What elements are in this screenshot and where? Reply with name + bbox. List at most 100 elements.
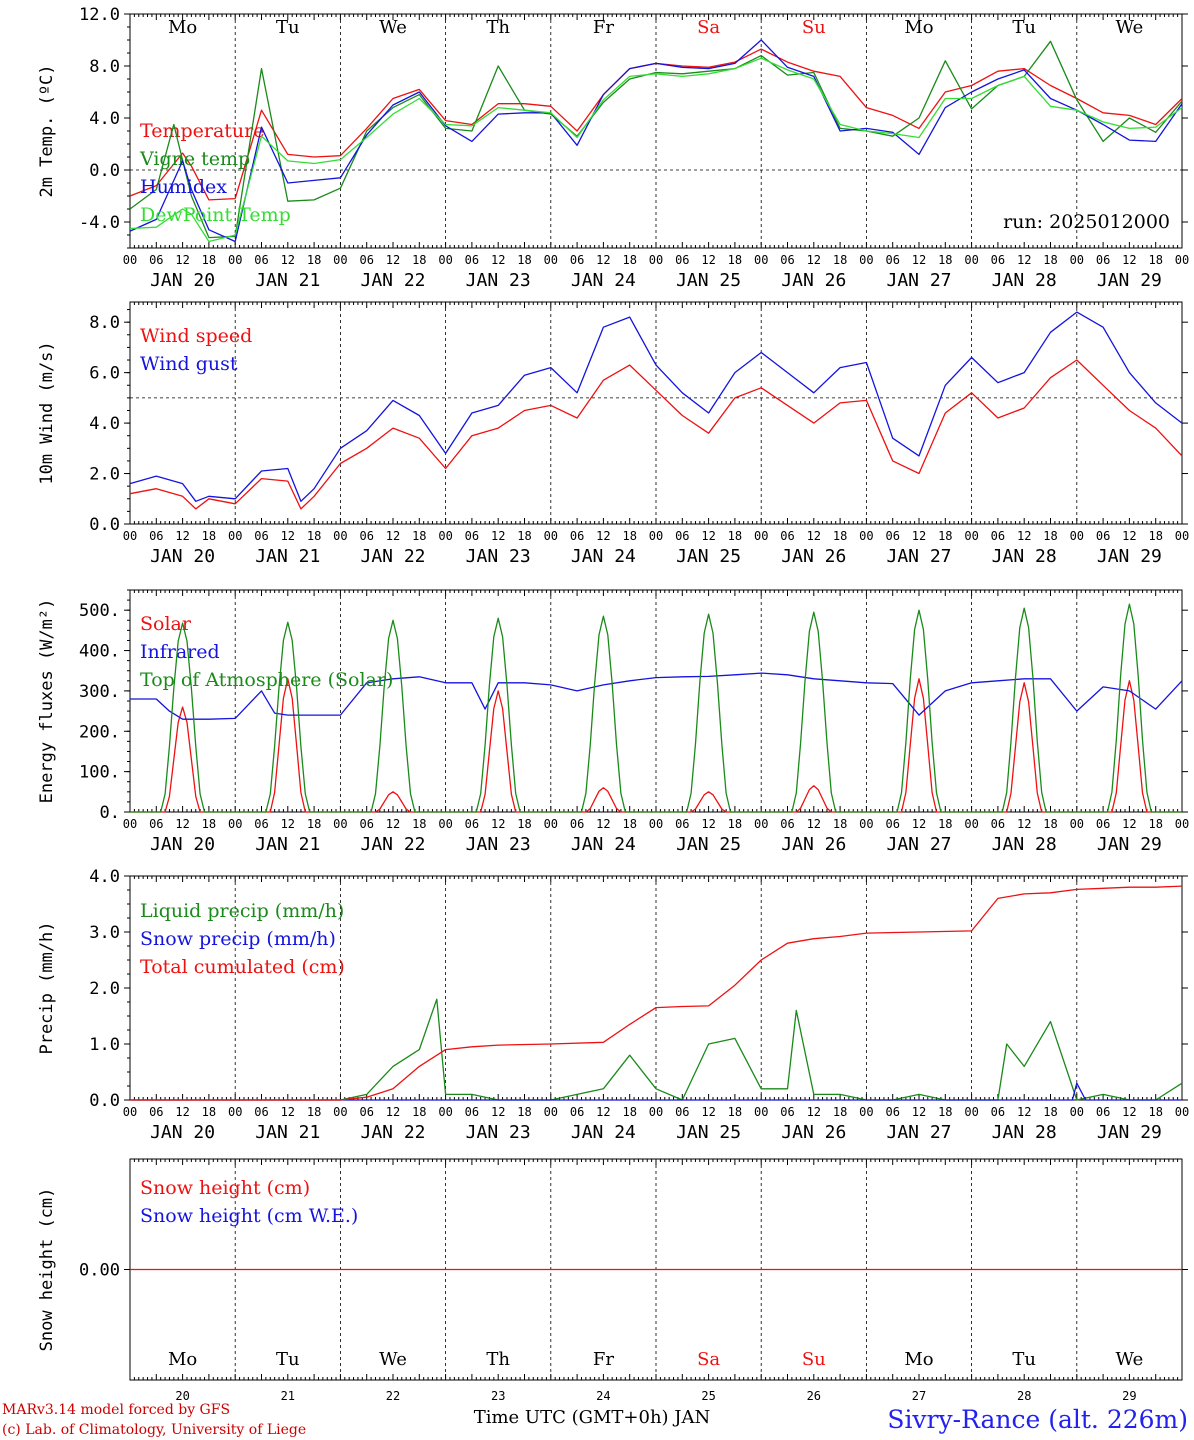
y-tick-label: 0.0: [89, 515, 120, 535]
hour-label: 12: [1122, 1105, 1136, 1119]
y-axis-title: Energy fluxes (W/m²): [37, 599, 57, 804]
hour-label: 06: [991, 1105, 1005, 1119]
hour-label: 06: [780, 253, 794, 267]
date-label: JAN 22: [360, 270, 425, 291]
series-precip-snow-precip-mm-h: [130, 1082, 1182, 1101]
date-label: JAN 26: [781, 270, 846, 291]
y-tick-label: 2.0: [89, 979, 120, 999]
y-axis-title: Precip (mm/h): [37, 921, 57, 1054]
day-name-label: We: [379, 1349, 407, 1370]
hour-label: 06: [570, 529, 584, 543]
hour-label: 12: [386, 253, 400, 267]
legend-entry: Humidex: [140, 176, 227, 198]
hour-label: 06: [465, 817, 479, 831]
series-temp-humidex: [129, 39, 1183, 243]
hour-label: 18: [517, 253, 531, 267]
hour-label: 00: [544, 1105, 558, 1119]
hour-label: 00: [964, 253, 978, 267]
date-label: JAN 20: [150, 1122, 215, 1143]
y-tick-label: 0.: [100, 803, 120, 823]
day-number-label: 21: [281, 1389, 295, 1403]
hour-label: 00: [123, 253, 137, 267]
legend-entry: Snow height (cm): [140, 1177, 310, 1199]
hour-label: 00: [754, 1105, 768, 1119]
hour-label: 18: [1148, 817, 1162, 831]
day-name-label: Mo: [168, 17, 197, 38]
hour-label: 12: [1122, 529, 1136, 543]
date-label: JAN 26: [781, 834, 846, 855]
hour-label: 00: [1070, 253, 1084, 267]
y-tick-label: 200.: [79, 722, 120, 742]
hour-label: 18: [307, 529, 321, 543]
date-label: JAN 28: [992, 834, 1057, 855]
hour-label: 00: [333, 253, 347, 267]
date-label: JAN 22: [360, 1122, 425, 1143]
panel-wind: 0.0 2.0 4.0 6.0 8.0 10m Wind (m/s) Wind speed W…: [37, 301, 1189, 567]
hour-label: 18: [202, 529, 216, 543]
hour-label: 00: [438, 529, 452, 543]
station-title: Sivry-Rance (alt. 226m): [887, 1405, 1188, 1434]
hour-label: 12: [596, 253, 610, 267]
hour-label: 12: [807, 529, 821, 543]
series-precip-liquid-precip-mm-h: [130, 998, 1183, 1101]
day-name-label: Mo: [168, 1349, 197, 1370]
hour-label: 00: [438, 817, 452, 831]
run-annotation: run: 2025012000: [1003, 211, 1170, 233]
hour-label: 06: [465, 1105, 479, 1119]
hour-label: 06: [675, 529, 689, 543]
legend-entry: Infrared: [140, 641, 220, 663]
hour-label: 18: [833, 529, 847, 543]
y-tick-label: 100.: [79, 763, 120, 783]
hour-label: 06: [570, 1105, 584, 1119]
hour-label: 06: [675, 1105, 689, 1119]
hour-label: 12: [701, 1105, 715, 1119]
day-name-label: Sa: [697, 1349, 720, 1370]
hour-label: 00: [228, 529, 242, 543]
hour-label: 00: [1175, 253, 1189, 267]
hour-label: 18: [833, 1105, 847, 1119]
date-label: JAN 28: [992, 546, 1057, 567]
day-name-label: Tu: [276, 1349, 300, 1370]
hour-label: 00: [859, 1105, 873, 1119]
date-label: JAN 24: [571, 270, 636, 291]
y-axis-title: Snow height (cm): [37, 1188, 57, 1352]
hour-label: 00: [754, 529, 768, 543]
hour-label: 06: [991, 529, 1005, 543]
series-energy-top-of-atmosphere-solar: [130, 603, 1182, 813]
hour-label: 12: [596, 817, 610, 831]
hour-label: 18: [517, 529, 531, 543]
legend-entry: Snow precip (mm/h): [140, 928, 336, 950]
hour-label: 12: [596, 1105, 610, 1119]
hour-label: 18: [412, 529, 426, 543]
hour-label: 06: [885, 253, 899, 267]
y-tick-label: 6.0: [89, 364, 120, 384]
hour-label: 12: [807, 817, 821, 831]
hour-label: 00: [754, 253, 768, 267]
y-tick-label: 8.0: [89, 57, 120, 77]
date-label: JAN 29: [1097, 270, 1162, 291]
day-number-label: 23: [491, 1389, 505, 1403]
date-label: JAN 23: [466, 834, 531, 855]
y-tick-label: 2.0: [89, 465, 120, 485]
day-number-label: 24: [596, 1389, 610, 1403]
date-label: JAN 25: [676, 1122, 741, 1143]
hour-label: 00: [649, 817, 663, 831]
y-tick-label: 0.0: [89, 161, 120, 181]
day-name-label: We: [1116, 1349, 1144, 1370]
hour-label: 00: [1070, 817, 1084, 831]
y-tick-label: 1.0: [89, 1035, 120, 1055]
hour-label: 12: [491, 253, 505, 267]
series-temp-dewpoint-temp: [129, 57, 1183, 243]
hour-label: 06: [359, 817, 373, 831]
hour-label: 18: [1043, 1105, 1057, 1119]
hour-label: 12: [491, 1105, 505, 1119]
y-tick-label: 500.: [79, 601, 120, 621]
hour-label: 06: [359, 253, 373, 267]
hour-label: 06: [359, 529, 373, 543]
date-label: JAN 28: [992, 270, 1057, 291]
hour-label: 06: [254, 817, 268, 831]
hour-label: 18: [202, 1105, 216, 1119]
x-axis-title: Time UTC (GMT+0h) JAN: [474, 1407, 711, 1428]
hour-label: 06: [570, 253, 584, 267]
